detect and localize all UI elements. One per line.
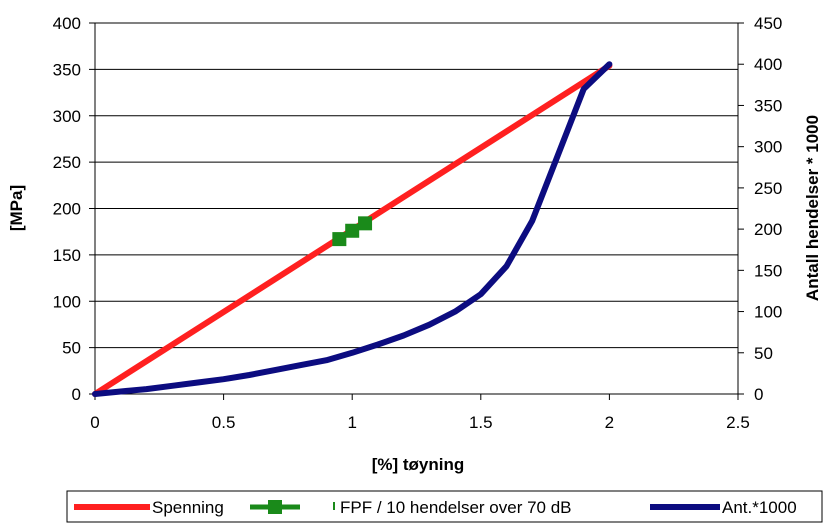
legend: Spenning FPF / 10 hendelser over 70 dB Ant… — [66, 490, 823, 523]
x-tick-label-5: 2.5 — [726, 413, 750, 432]
x-tick-label-2: 1 — [347, 413, 356, 432]
series-group — [92, 61, 613, 397]
y2-tick-label-6: 300 — [754, 138, 782, 157]
y-tick-label-5: 250 — [53, 153, 81, 172]
gridlines — [95, 22, 738, 395]
legend-label-1: FPF / 10 hendelser over 70 dB — [340, 498, 572, 517]
legend-swatch-marker-1 — [268, 500, 282, 514]
series-1-point-1 — [345, 223, 360, 238]
y2-tick-label-7: 350 — [754, 96, 782, 115]
y-axis-title-left: [MPa] — [7, 185, 26, 231]
y-tick-label-3: 150 — [53, 246, 81, 265]
y2-tick-label-5: 250 — [754, 179, 782, 198]
y-tick-label-7: 350 — [53, 60, 81, 79]
x-tick-label-4: 2 — [605, 413, 614, 432]
legend-label-2: Ant.*1000 — [722, 498, 797, 517]
y2-tick-label-2: 100 — [754, 303, 782, 322]
x-tick-label-0: 0 — [90, 413, 99, 432]
y-tick-label-6: 300 — [53, 107, 81, 126]
y-tick-label-4: 200 — [53, 200, 81, 219]
x-ticks: 0 0.5 1 1.5 2 2.5 — [90, 394, 750, 432]
y-ticks-left: 0 50 100 150 200 250 300 350 400 — [53, 14, 95, 404]
y-tick-label-8: 400 — [53, 14, 81, 33]
y-ticks-right: 0 50 100 150 200 250 300 350 400 450 — [738, 14, 782, 404]
x-tick-label-3: 1.5 — [469, 413, 493, 432]
y2-tick-label-0: 0 — [754, 385, 763, 404]
y2-tick-label-3: 150 — [754, 261, 782, 280]
series-1-point-2 — [358, 216, 373, 231]
y-tick-label-2: 100 — [53, 292, 81, 311]
y-tick-label-0: 0 — [72, 385, 81, 404]
series-line-2 — [92, 61, 613, 397]
x-axis-title: [%] tøyning — [372, 455, 465, 474]
y2-tick-label-1: 50 — [754, 344, 773, 363]
y2-tick-label-4: 200 — [754, 220, 782, 239]
series-1-point-0 — [332, 232, 347, 247]
y-axis-title-right: Antall hendelser * 1000 — [803, 115, 822, 301]
y2-tick-label-8: 400 — [754, 55, 782, 74]
y-tick-label-1: 50 — [62, 339, 81, 358]
legend-label-0: Spenning — [152, 498, 224, 517]
x-tick-label-1: 0.5 — [212, 413, 236, 432]
y2-tick-label-9: 450 — [754, 14, 782, 33]
